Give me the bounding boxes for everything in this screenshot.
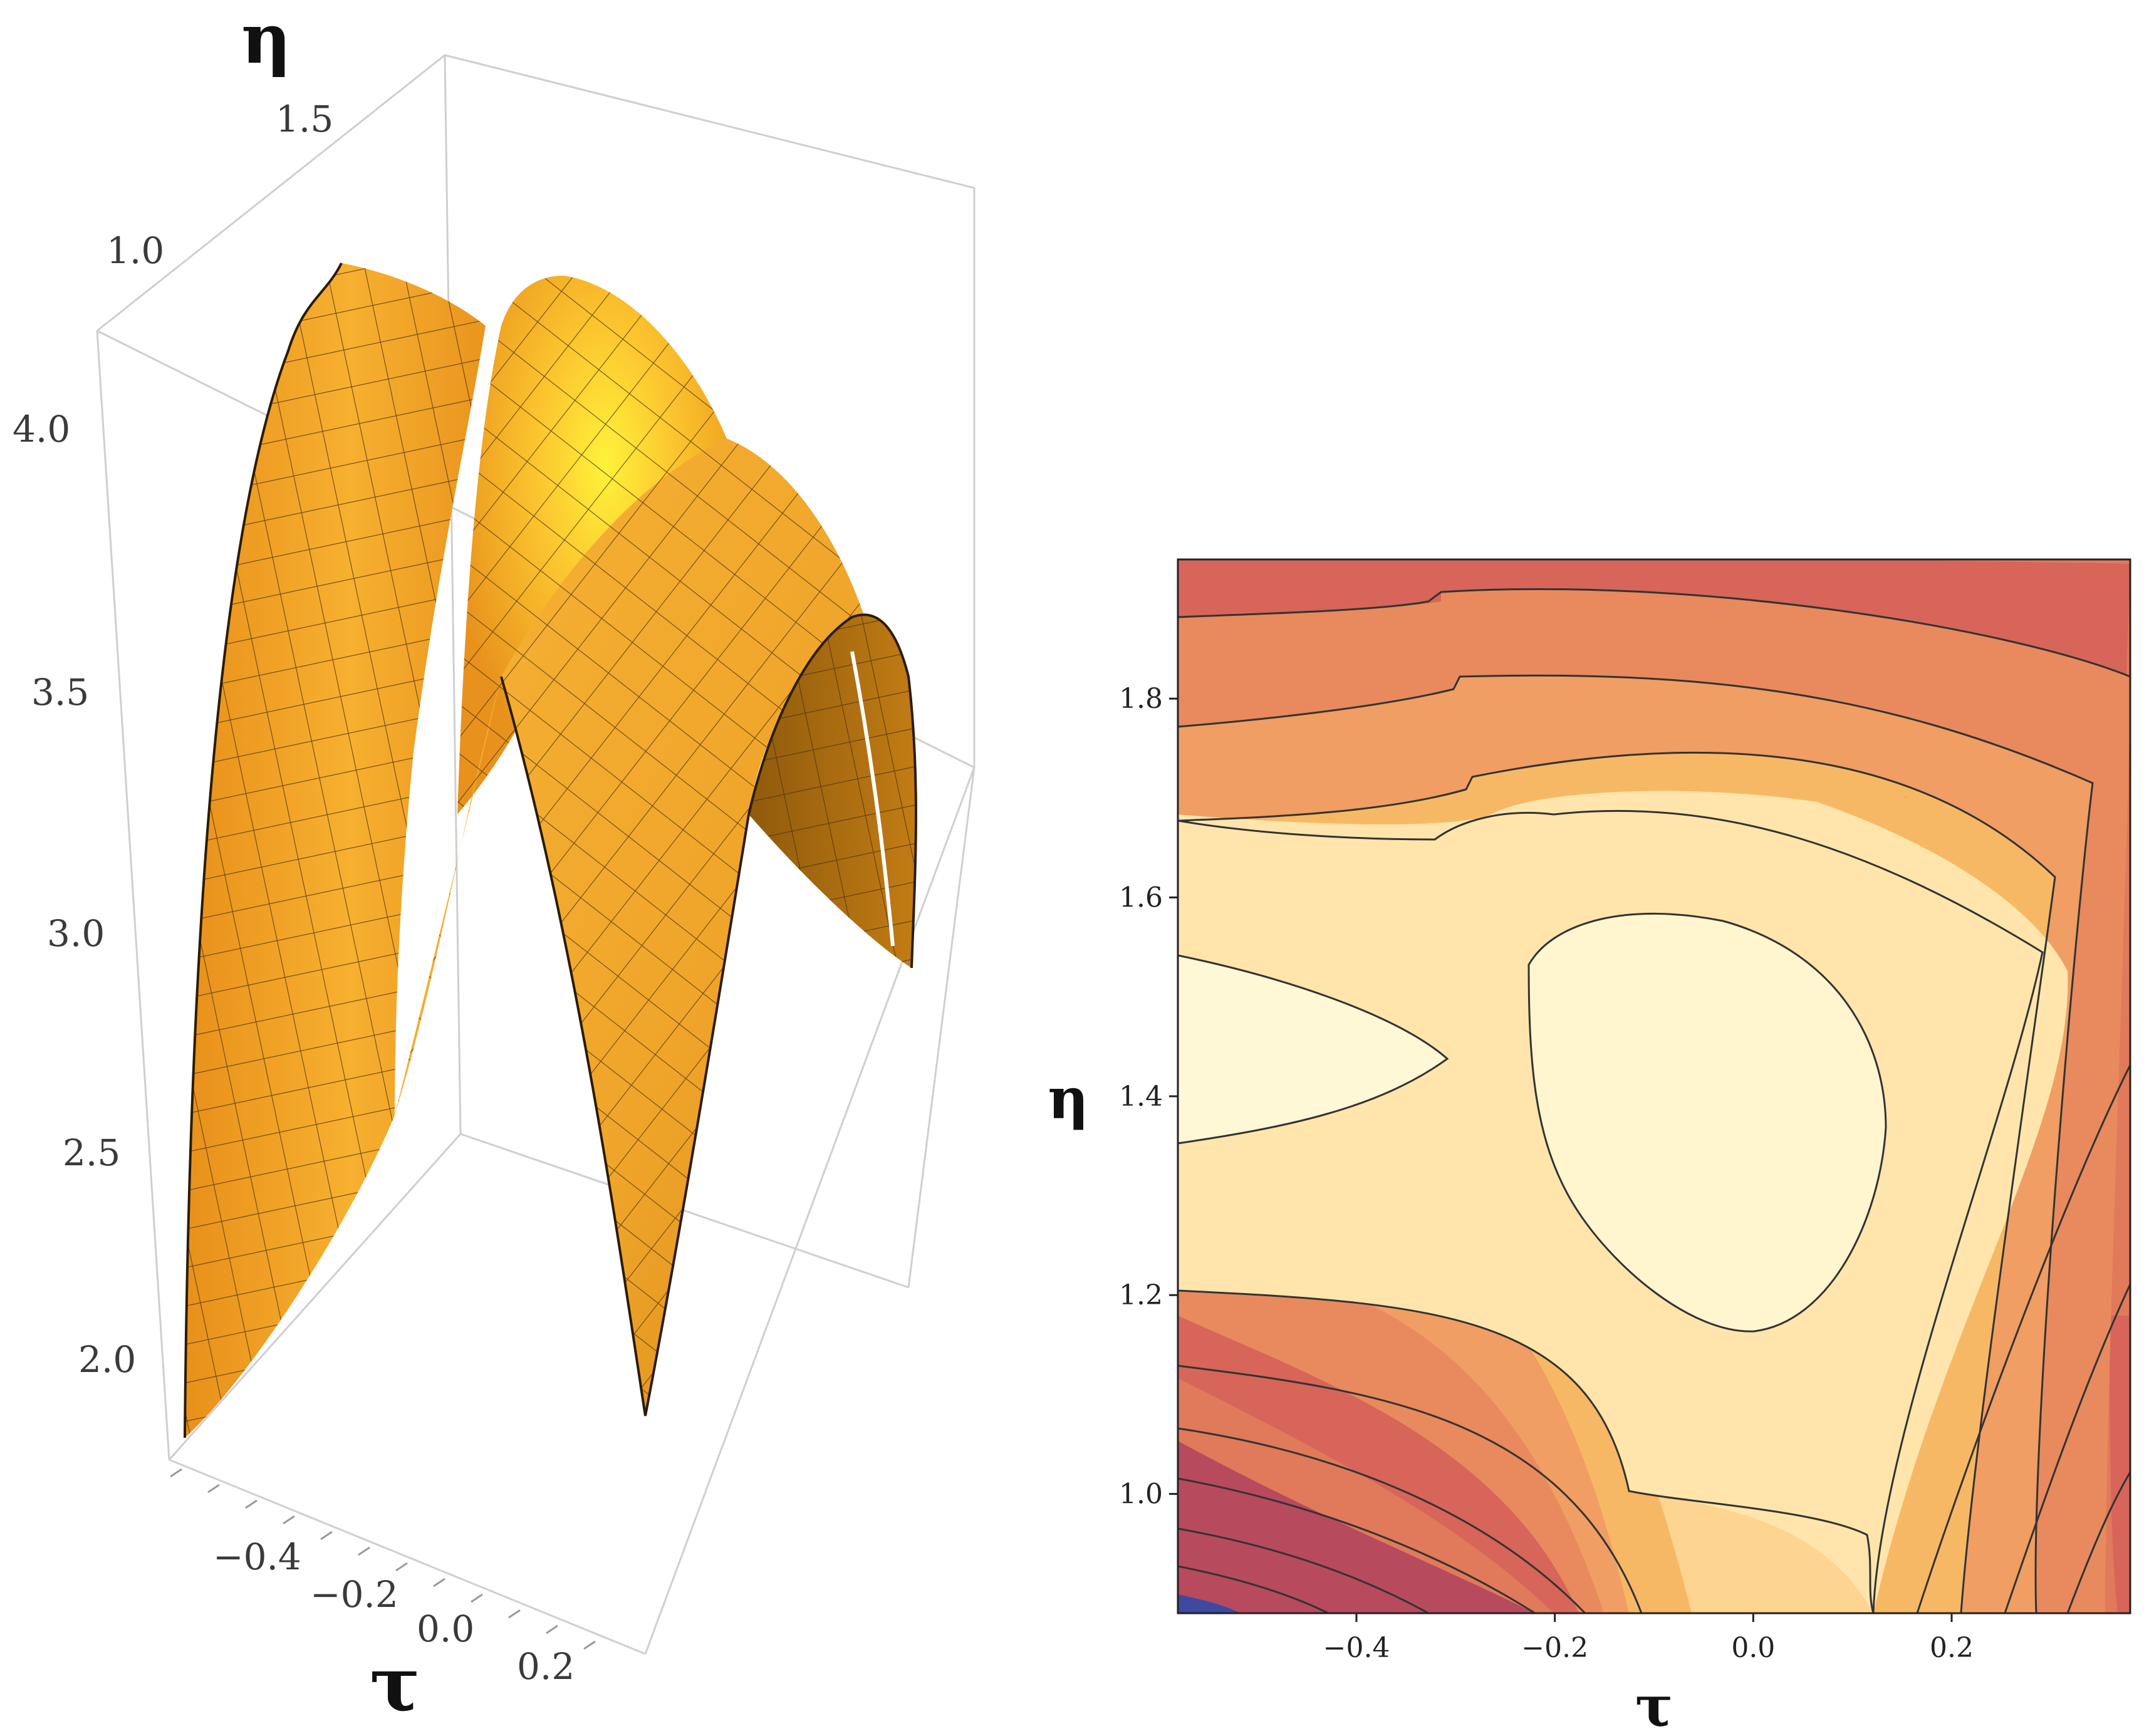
contour-band: [1178, 955, 1447, 1143]
eta-tick-label: 1.0: [107, 229, 164, 272]
tau-axis-label: τ: [370, 1640, 420, 1728]
contour-y-ticks: 1.0 1.2 1.4 1.6 1.8: [1119, 683, 1178, 1510]
z-tick-label: 3.5: [31, 671, 89, 714]
surface-front-sheet: [395, 439, 868, 1416]
tau-tick-label: −0.2: [310, 1573, 398, 1616]
contour-plot: −0.4 −0.2 0.0 0.2 1.0 1.2 1.4 1.6 1.8 τ η: [1048, 558, 2131, 1736]
eta-axis-label: η: [241, 0, 291, 79]
contour-band: [1178, 1441, 1535, 1613]
contour-x-tick-label: 0.0: [1731, 1632, 1775, 1664]
contour-x-axis-label: τ: [1635, 1673, 1673, 1736]
surface-right-hump: [747, 613, 917, 969]
z-tick-label: 2.0: [78, 1338, 136, 1381]
contour-y-tick-label: 1.6: [1119, 882, 1163, 914]
contour-x-ticks: −0.4 −0.2 0.0 0.2: [1323, 1613, 1974, 1664]
contour-y-tick-label: 1.4: [1119, 1081, 1163, 1113]
tau-tick-label: 0.2: [517, 1645, 575, 1688]
surface-plot-3d: 4.0 3.5 3.0 2.5 2.0 1.5 1.0 η −0.4 −0.2 …: [13, 0, 976, 1728]
contour-lines: [1178, 588, 2130, 1613]
contour-x-tick-label: −0.4: [1323, 1632, 1390, 1664]
contour-x-tick-label: 0.2: [1930, 1632, 1974, 1664]
eta-axis-3d: 1.5 1.0 η: [107, 0, 333, 272]
contour-fill: [1178, 559, 2130, 1613]
tau-tick-label: 0.0: [417, 1608, 474, 1650]
surface-back-ridge: [184, 262, 486, 1438]
contour-y-tick-label: 1.0: [1119, 1479, 1163, 1510]
z-axis: 4.0 3.5 3.0 2.5 2.0: [13, 408, 136, 1381]
contour-frame: [1177, 558, 2131, 1614]
z-tick-label: 3.0: [47, 912, 105, 955]
contour-y-tick-label: 1.8: [1119, 683, 1163, 715]
contour-band: [1178, 1594, 1241, 1613]
contour-y-axis-label: η: [1048, 1066, 1088, 1132]
tau-tick-label: −0.4: [213, 1536, 301, 1578]
tau-axis-3d: −0.4 −0.2 0.0 0.2 τ: [170, 1468, 596, 1728]
contour-y-tick-label: 1.2: [1119, 1279, 1163, 1311]
z-tick-label: 2.5: [63, 1131, 120, 1174]
z-tick-label: 4.0: [13, 408, 70, 450]
contour-band: [1529, 913, 1886, 1332]
contour-x-tick-label: −0.2: [1521, 1632, 1588, 1664]
eta-tick-label: 1.5: [276, 98, 333, 140]
